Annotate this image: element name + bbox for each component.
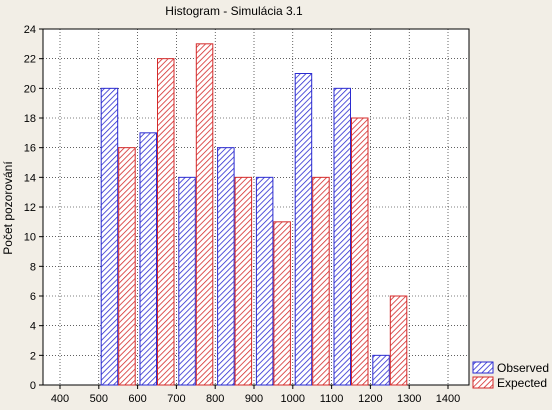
bar-observed-750 [178, 176, 196, 386]
y-tick-label: 16 [24, 143, 36, 155]
y-tick-label: 2 [30, 350, 36, 362]
y-tick-label: 8 [30, 261, 36, 273]
y-tick-label: 0 [30, 380, 36, 392]
legend-swatch-expected [472, 376, 494, 389]
y-tick-label: 12 [24, 202, 36, 214]
bar-observed-650 [139, 132, 157, 386]
bar-expected-750 [195, 43, 214, 386]
y-tick-label: 10 [24, 232, 36, 244]
legend-label-observed: Observed [497, 361, 549, 375]
y-tick-label: 20 [24, 83, 36, 95]
bar-observed-1250 [372, 354, 390, 386]
x-tick-label: 1000 [281, 393, 305, 405]
bars [100, 43, 408, 386]
bar-observed-550 [100, 87, 119, 386]
y-tick-label: 14 [24, 172, 36, 184]
bar-expected-950 [273, 221, 291, 386]
x-tick-label: 800 [206, 393, 224, 405]
x-tick-label: 900 [245, 393, 263, 405]
x-tick-label: 400 [51, 393, 69, 405]
bar-expected-850 [234, 176, 253, 386]
bar-expected-550 [118, 147, 136, 386]
x-tick-label: 1100 [320, 393, 344, 405]
x-tick-label: 1300 [397, 393, 421, 405]
bar-expected-1150 [351, 117, 369, 386]
bar-expected-1050 [312, 176, 330, 386]
x-tick-label: 700 [167, 393, 185, 405]
y-tick-label: 24 [24, 24, 36, 36]
bar-expected-1250 [389, 295, 408, 386]
x-tick-label: 1200 [358, 393, 382, 405]
bar-observed-1150 [333, 87, 351, 386]
y-tick-label: 22 [24, 54, 36, 66]
y-tick-label: 18 [24, 113, 36, 125]
x-tick-label: 1400 [436, 393, 460, 405]
legend: Observed Expected [472, 361, 549, 390]
bar-observed-950 [255, 176, 274, 386]
x-tick-label: 500 [90, 393, 108, 405]
x-tick-label: 600 [128, 393, 146, 405]
y-axis-label: Počet pozorování [1, 161, 15, 255]
y-tick-label: 4 [30, 321, 36, 333]
legend-swatch-observed [472, 361, 494, 374]
bar-observed-1050 [294, 73, 313, 386]
y-tick-label: 6 [30, 291, 36, 303]
bar-observed-850 [217, 147, 235, 386]
legend-label-expected: Expected [497, 376, 547, 390]
chart-title: Histogram - Simulácia 3.1 [165, 4, 303, 18]
bar-expected-650 [157, 58, 175, 386]
